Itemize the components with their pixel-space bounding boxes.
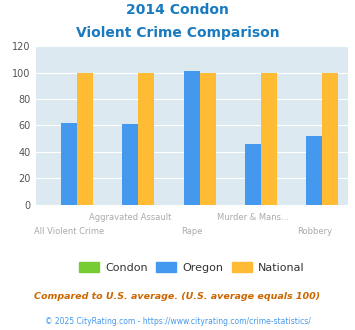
Text: Violent Crime Comparison: Violent Crime Comparison bbox=[76, 26, 279, 40]
Bar bbox=[122, 124, 138, 205]
Text: 2014 Condon: 2014 Condon bbox=[126, 3, 229, 17]
Bar bbox=[77, 73, 93, 205]
Text: Compared to U.S. average. (U.S. average equals 100): Compared to U.S. average. (U.S. average … bbox=[34, 292, 321, 301]
Text: © 2025 CityRating.com - https://www.cityrating.com/crime-statistics/: © 2025 CityRating.com - https://www.city… bbox=[45, 317, 310, 326]
Legend: Condon, Oregon, National: Condon, Oregon, National bbox=[75, 258, 308, 277]
Bar bbox=[322, 73, 338, 205]
Bar bbox=[245, 144, 261, 205]
Text: Robbery: Robbery bbox=[297, 227, 332, 236]
Bar bbox=[261, 73, 277, 205]
Text: All Violent Crime: All Violent Crime bbox=[34, 227, 104, 236]
Bar bbox=[138, 73, 154, 205]
Bar bbox=[306, 136, 322, 205]
Text: Rape: Rape bbox=[181, 227, 202, 236]
Bar bbox=[200, 73, 215, 205]
Bar bbox=[184, 71, 200, 205]
Bar bbox=[61, 123, 77, 205]
Text: Murder & Mans...: Murder & Mans... bbox=[217, 213, 289, 221]
Text: Aggravated Assault: Aggravated Assault bbox=[89, 213, 171, 221]
